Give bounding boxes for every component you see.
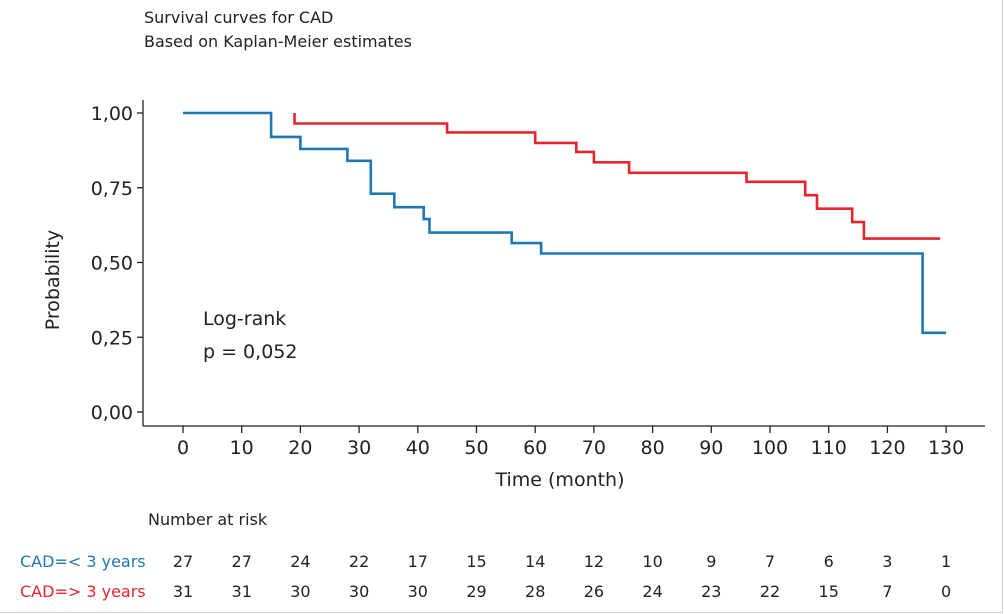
- y-tick-label: 0,50: [91, 253, 133, 275]
- risk-count: 26: [583, 582, 605, 601]
- x-tick-label: 60: [523, 437, 547, 459]
- y-tick-label: 0,75: [91, 178, 133, 200]
- y-tick-label: 0,25: [91, 327, 133, 349]
- km-plot: 0,00 0,25 0,50 0,75 1,00 0 10 20 30 40 50 60 70 80 90 1…: [42, 100, 985, 491]
- x-tick-label: 70: [582, 437, 606, 459]
- risk-count: 30: [348, 582, 370, 601]
- x-tick-label: 80: [641, 437, 665, 459]
- risk-count: 7: [764, 552, 776, 571]
- risk-count: 24: [642, 582, 663, 601]
- x-tick-label: 130: [928, 437, 964, 459]
- x-tick-label: 40: [406, 437, 430, 459]
- risk-count: 12: [583, 552, 605, 571]
- risk-count: 27: [172, 552, 194, 571]
- log-rank-label: Log-rank: [203, 308, 286, 330]
- risk-count: 17: [407, 552, 428, 571]
- p-value-label: p = 0,052: [203, 341, 297, 363]
- x-tick-label: 120: [869, 437, 905, 459]
- x-tick-label: 0: [177, 437, 189, 459]
- x-axis-title: Time (month): [494, 469, 624, 491]
- risk-count: 27: [231, 552, 252, 571]
- risk-count: 22: [759, 582, 781, 601]
- risk-count: 9: [706, 552, 717, 571]
- risk-row-label: CAD=> 3 years: [20, 582, 146, 601]
- risk-count: 7: [882, 582, 893, 601]
- risk-count: 3: [882, 552, 893, 571]
- x-tick-label: 30: [347, 437, 371, 459]
- risk-count: 6: [823, 552, 834, 571]
- risk-count: 15: [466, 552, 487, 571]
- risk-count: 29: [466, 582, 487, 601]
- risk-count: 15: [818, 582, 839, 601]
- survival-curve-cad-ge-3-years: [293, 113, 941, 240]
- chart-subtitle: Based on Kaplan-Meier estimates: [144, 32, 412, 51]
- x-tick-label: 110: [811, 437, 847, 459]
- risk-count: 10: [642, 552, 663, 571]
- risk-count: 14: [525, 552, 546, 571]
- risk-count: 0: [941, 582, 952, 601]
- y-axis-title: Probability: [42, 230, 64, 330]
- risk-count: 24: [290, 552, 311, 571]
- risk-count: 31: [172, 582, 194, 601]
- x-tick-label: 100: [752, 437, 788, 459]
- y-tick-label: 0,00: [91, 402, 133, 424]
- risk-count: 28: [525, 582, 546, 601]
- chart-title: Survival curves for CAD: [144, 8, 334, 27]
- risk-count: 1: [941, 552, 952, 571]
- risk-count: 30: [290, 582, 311, 601]
- risk-count: 31: [231, 582, 252, 601]
- x-tick-label: 90: [699, 437, 723, 459]
- risk-table-title: Number at risk: [148, 510, 268, 529]
- y-tick-label: 1,00: [91, 103, 133, 125]
- risk-row-label: CAD=< 3 years: [20, 552, 146, 571]
- x-tick-label: 50: [464, 437, 488, 459]
- risk-count: 22: [348, 552, 370, 571]
- x-tick-label: 10: [230, 437, 254, 459]
- survival-curve-cad-le-3-years: [183, 111, 947, 335]
- risk-count: 30: [407, 582, 428, 601]
- x-tick-label: 20: [288, 437, 312, 459]
- risk-count: 23: [701, 582, 722, 601]
